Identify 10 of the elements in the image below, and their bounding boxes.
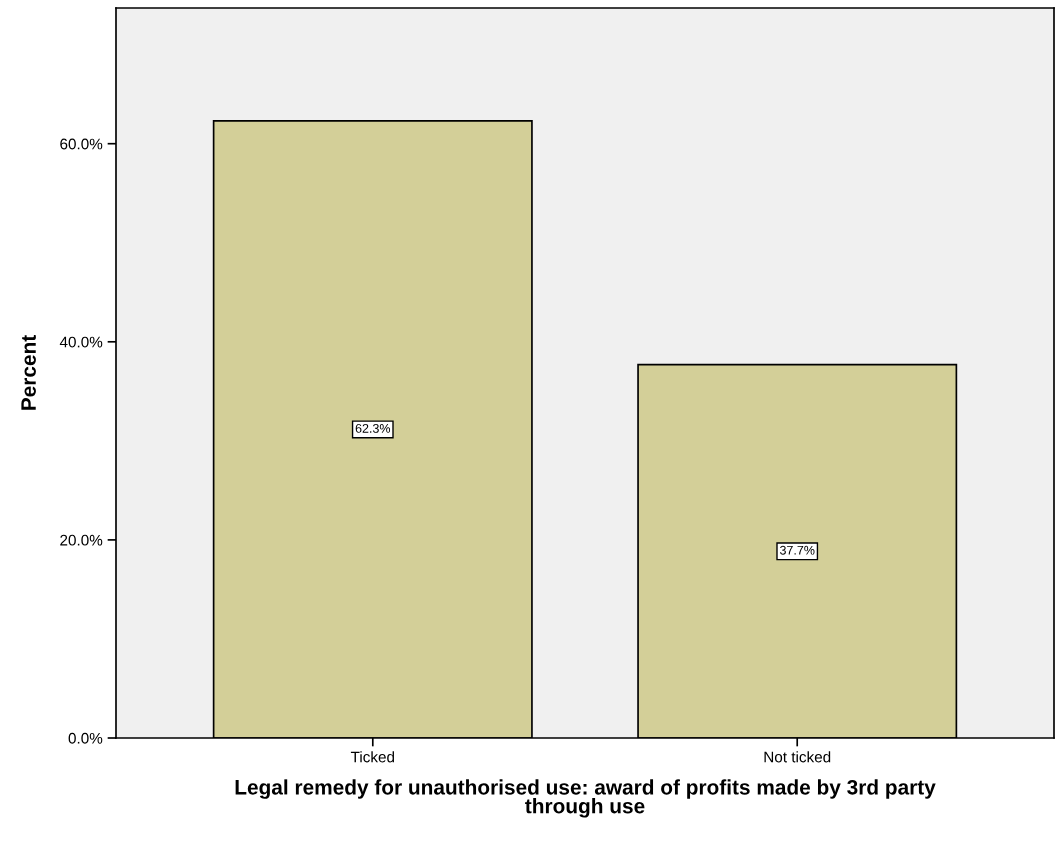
x-tick-label: Ticked [350, 751, 395, 763]
y-tick-label: 60.0% [60, 138, 103, 150]
data-label: 37.7% [779, 545, 815, 555]
data-label: 62.3% [355, 423, 391, 433]
x-tick-label: Not ticked [764, 751, 831, 763]
y-tick-label: 20.0% [60, 534, 103, 546]
y-tick-label: 40.0% [59, 336, 103, 348]
y-tick-label: 0.0% [68, 732, 103, 744]
x-axis-title: Legal remedy for unauthorised use: award of profits made by 3rd party through use [235, 779, 936, 818]
y-axis-title: Percent [21, 335, 36, 410]
